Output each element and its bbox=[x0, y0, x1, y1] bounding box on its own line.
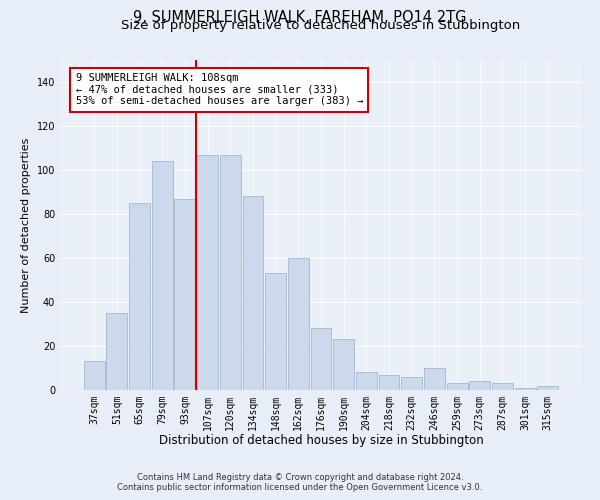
Bar bbox=[84, 362, 104, 390]
Bar bbox=[469, 381, 490, 390]
Bar bbox=[288, 258, 309, 390]
Bar bbox=[356, 372, 377, 390]
Title: Size of property relative to detached houses in Stubbington: Size of property relative to detached ho… bbox=[121, 20, 521, 32]
Bar bbox=[333, 340, 354, 390]
Bar bbox=[424, 368, 445, 390]
Bar bbox=[242, 196, 263, 390]
X-axis label: Distribution of detached houses by size in Stubbington: Distribution of detached houses by size … bbox=[158, 434, 484, 448]
Bar bbox=[446, 384, 467, 390]
Bar bbox=[197, 154, 218, 390]
Bar bbox=[401, 377, 422, 390]
Text: 9, SUMMERLEIGH WALK, FAREHAM, PO14 2TG: 9, SUMMERLEIGH WALK, FAREHAM, PO14 2TG bbox=[133, 10, 467, 25]
Bar bbox=[152, 161, 173, 390]
Bar bbox=[220, 154, 241, 390]
Text: Contains HM Land Registry data © Crown copyright and database right 2024.
Contai: Contains HM Land Registry data © Crown c… bbox=[118, 473, 482, 492]
Bar bbox=[265, 274, 286, 390]
Bar bbox=[129, 203, 150, 390]
Bar bbox=[515, 388, 536, 390]
Bar bbox=[379, 374, 400, 390]
Bar bbox=[311, 328, 331, 390]
Bar bbox=[492, 384, 513, 390]
Y-axis label: Number of detached properties: Number of detached properties bbox=[21, 138, 31, 312]
Bar bbox=[538, 386, 558, 390]
Bar bbox=[175, 198, 196, 390]
Text: 9 SUMMERLEIGH WALK: 108sqm
← 47% of detached houses are smaller (333)
53% of sem: 9 SUMMERLEIGH WALK: 108sqm ← 47% of deta… bbox=[76, 73, 363, 106]
Bar bbox=[106, 313, 127, 390]
